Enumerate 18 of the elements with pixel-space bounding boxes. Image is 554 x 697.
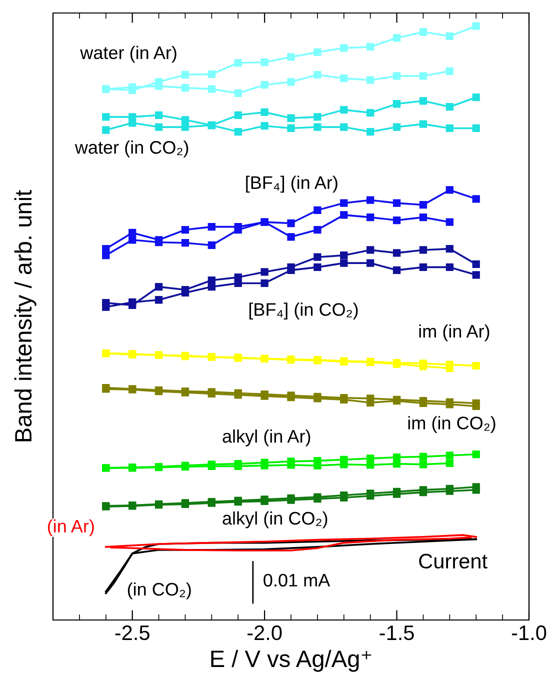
annotation: Current — [419, 554, 488, 569]
series-label: water (in Ar) — [80, 46, 176, 63]
series-label: (in CO₂) — [128, 582, 191, 600]
series-label: im (in Ar) — [419, 324, 490, 342]
series-label: (in Ar) — [48, 519, 94, 536]
x-tick-label: -2.0 — [248, 625, 282, 640]
x-axis-title: E / V vs Ag/Ag⁺ — [211, 650, 372, 672]
y-axis-title: Band intensity / arb. unit — [14, 190, 36, 442]
series-label: im (in CO₂) — [408, 416, 496, 433]
series-label: [BF₄] (in Ar) — [246, 176, 338, 193]
series-label: alkyl (in Ar) — [222, 429, 310, 446]
series-label: alkyl (in CO₂) — [222, 511, 328, 528]
x-tick-label: -2.5 — [115, 625, 150, 640]
x-tick-label: -1.0 — [512, 625, 546, 640]
series-label: [BF₄] (in CO₂) — [249, 302, 358, 320]
series-label: water (in CO₂) — [74, 140, 188, 158]
x-tick-label: -1.5 — [380, 626, 414, 640]
annotation: 0.01 mA — [264, 574, 330, 587]
